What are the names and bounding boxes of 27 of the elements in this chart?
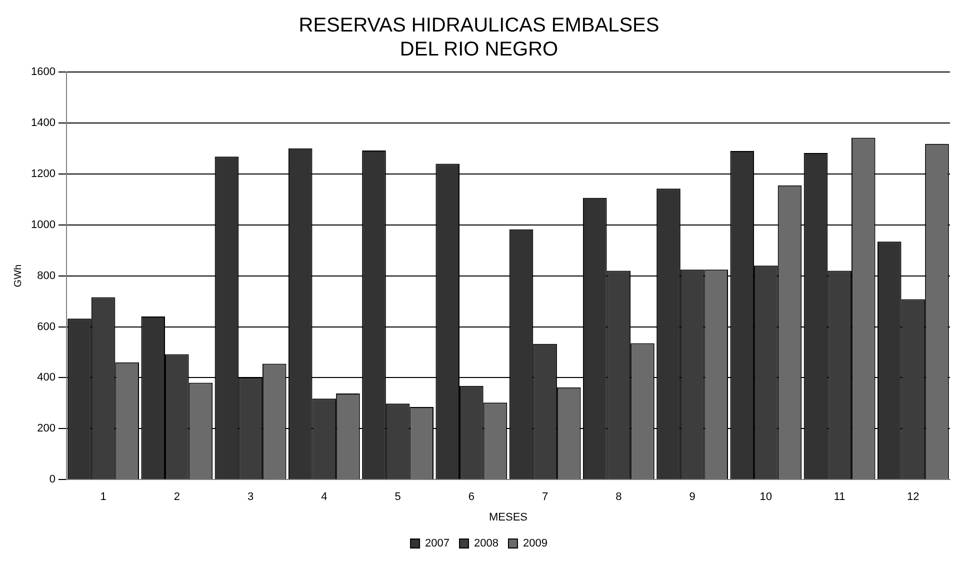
chart-title: RESERVAS HIDRAULICAS EMBALSES DEL RIO NEGRO — [298, 14, 660, 61]
x-tick-label: 6 — [468, 491, 474, 504]
y-axis-title: GWh — [12, 264, 24, 288]
x-tick-label: 8 — [616, 491, 622, 504]
y-tick-label: 1400 — [30, 116, 56, 129]
legend-label: 2007 — [425, 538, 450, 550]
y-tick-label: 400 — [37, 372, 56, 384]
y-tick-label: 1000 — [30, 218, 56, 231]
y-tick-label: 600 — [37, 320, 56, 333]
legend-label: 2008 — [474, 538, 498, 550]
x-tick-label: 9 — [689, 491, 696, 504]
y-tick-label: 200 — [37, 422, 56, 435]
legend-label: 2009 — [522, 538, 548, 550]
x-tick-label: 4 — [321, 491, 328, 504]
y-tick-label: 1600 — [30, 66, 56, 78]
x-tick-label: 1 — [100, 491, 106, 504]
x-tick-label: 12 — [907, 491, 920, 504]
x-axis-title: MESES — [488, 511, 528, 524]
x-tick-label: 2 — [174, 491, 180, 504]
x-tick-label: 5 — [394, 491, 401, 504]
y-tick-label: 0 — [49, 474, 56, 486]
y-tick-label: 1200 — [30, 168, 56, 180]
x-tick-label: 10 — [760, 491, 772, 504]
x-tick-label: 11 — [834, 491, 846, 504]
y-tick-label: 800 — [37, 270, 56, 282]
x-tick-label: 7 — [542, 491, 548, 504]
x-tick-label: 3 — [247, 491, 254, 504]
